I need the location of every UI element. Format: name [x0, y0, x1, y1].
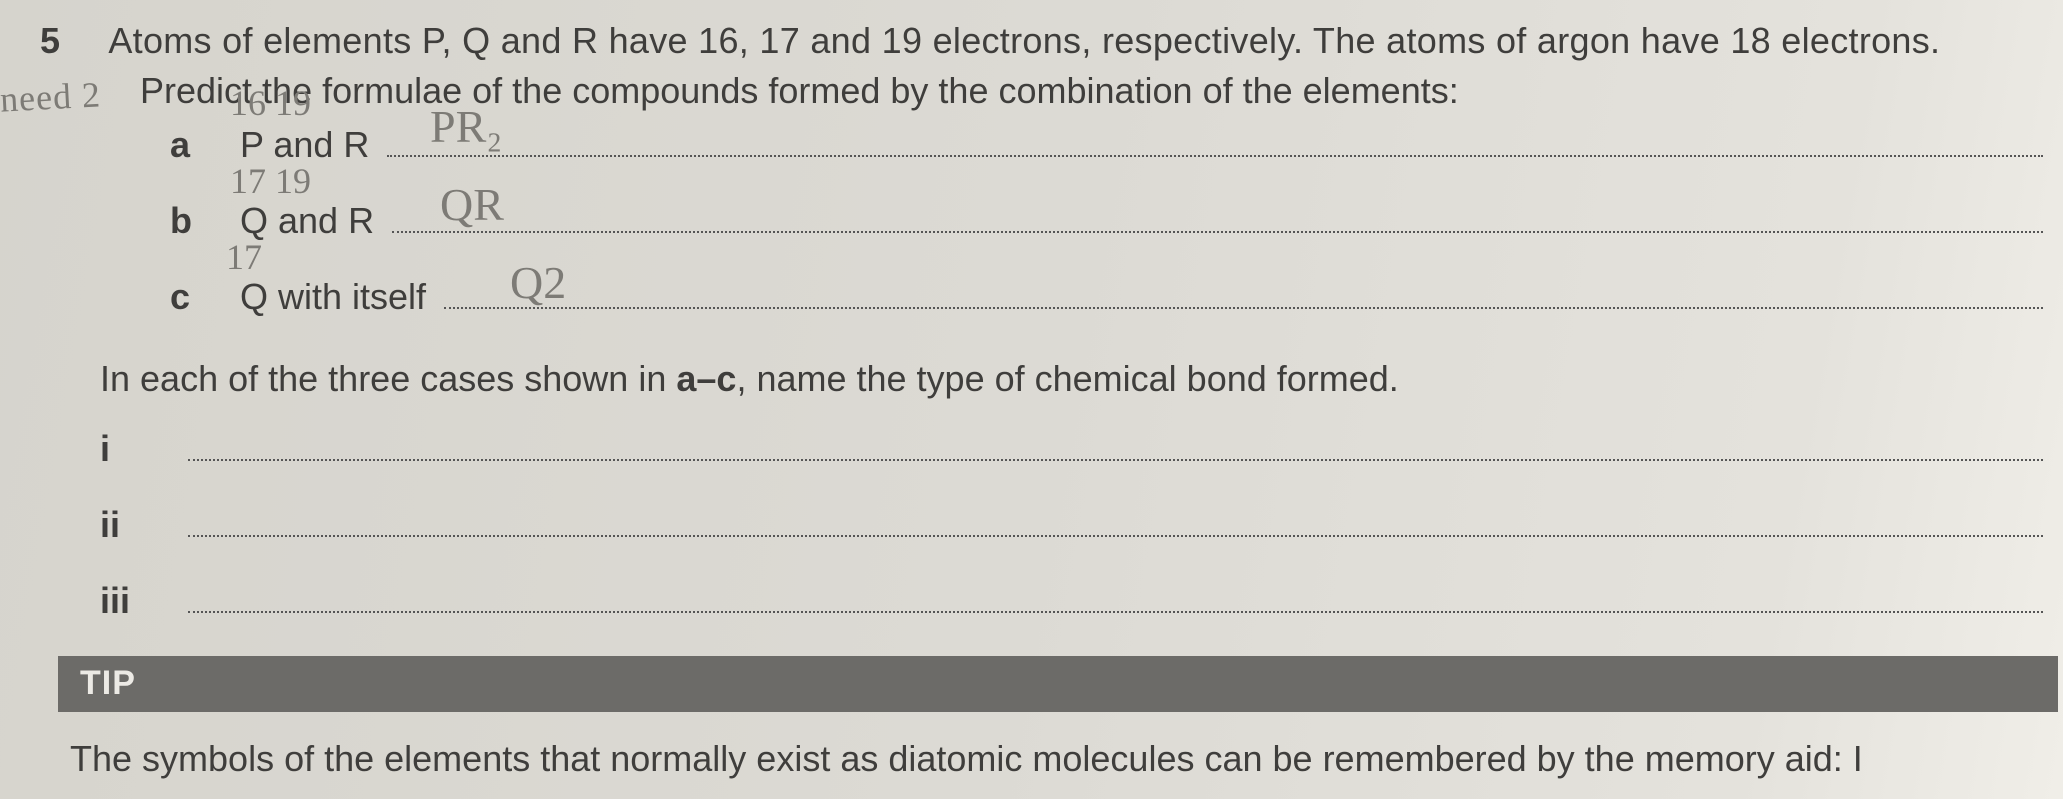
subpart-b-row: 17 19 QR b Q and R — [170, 200, 2063, 242]
answer-line-iii[interactable] — [188, 585, 2043, 613]
answer-line-c[interactable] — [444, 281, 2043, 309]
question-stem-text-1: Atoms of elements P, Q and R have 16, 17… — [108, 20, 1940, 61]
bond-prompt-prefix: In each of the three cases shown in — [100, 358, 676, 399]
hw-answer-b: QR — [440, 178, 504, 231]
bond-prompt-suffix: , name the type of chemical bond formed. — [736, 358, 1398, 399]
subpart-c-letter: c — [170, 276, 240, 318]
question-stem-line-1: 5 Atoms of elements P, Q and R have 16, … — [40, 20, 2063, 62]
hw-answer-c: Q2 — [510, 256, 566, 309]
answer-line-ii[interactable] — [188, 509, 2043, 537]
hw-above-b: 17 19 — [230, 160, 311, 202]
question-number: 5 — [40, 20, 100, 62]
tip-heading-bar: TIP — [58, 656, 2058, 712]
subpart-a-row: 16 19 PR₂ a P and R — [170, 124, 2063, 166]
worksheet-page: need 2 5 Atoms of elements P, Q and R ha… — [0, 0, 2063, 799]
roman-answers-block: i ii iii — [100, 428, 2063, 622]
subparts-block: 16 19 PR₂ a P and R 17 19 QR b Q and R 1… — [170, 124, 2063, 318]
margin-handwriting: need 2 — [0, 73, 102, 120]
roman-ii-label: ii — [100, 504, 170, 546]
answer-line-i[interactable] — [188, 433, 2043, 461]
subpart-c-row: 17 Q2 c Q with itself — [170, 276, 2063, 318]
roman-i-label: i — [100, 428, 170, 470]
subpart-c-label: Q with itself — [240, 276, 426, 318]
roman-row-ii: ii — [100, 504, 2063, 546]
hw-above-a: 16 19 — [230, 82, 311, 124]
bond-prompt-bold: a–c — [676, 358, 736, 399]
question-stem-line-2: Predict the formulae of the compounds fo… — [140, 70, 2063, 112]
roman-row-i: i — [100, 428, 2063, 470]
roman-iii-label: iii — [100, 580, 170, 622]
bond-type-prompt: In each of the three cases shown in a–c,… — [100, 358, 2063, 400]
hw-above-c: 17 — [226, 236, 262, 278]
tip-body-text: The symbols of the elements that normall… — [70, 738, 2063, 780]
hw-answer-a: PR₂ — [430, 100, 502, 153]
tip-heading-text: TIP — [80, 664, 136, 702]
roman-row-iii: iii — [100, 580, 2063, 622]
answer-line-a[interactable] — [387, 129, 2043, 157]
answer-line-b[interactable] — [392, 205, 2043, 233]
